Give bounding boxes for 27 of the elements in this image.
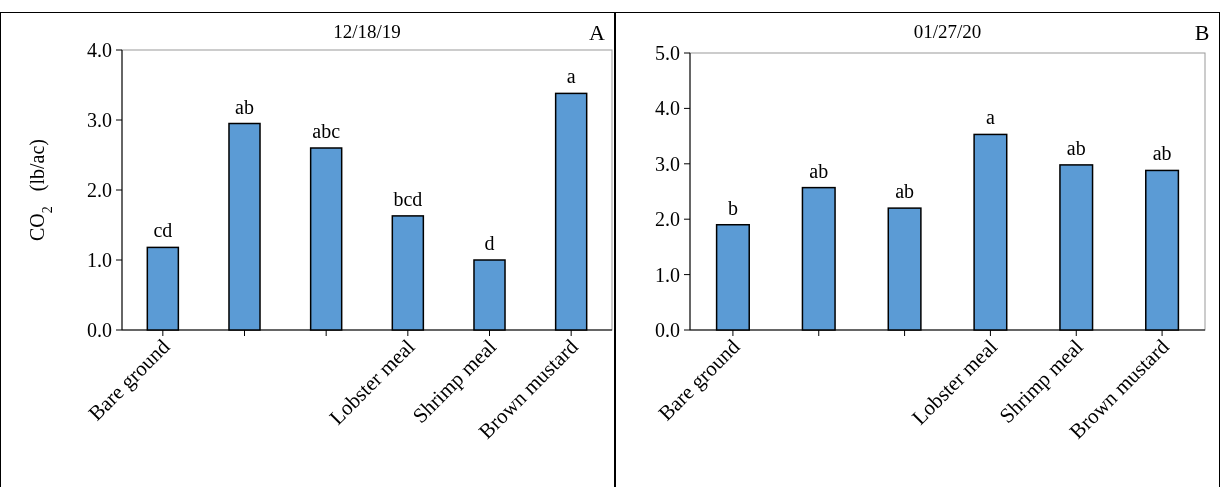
- y-tick-label: 1.0: [655, 263, 680, 286]
- data-label: abc: [312, 120, 341, 142]
- y-tick-label: 4.0: [87, 39, 112, 61]
- text: A: [589, 20, 606, 45]
- data-label: ab: [235, 95, 254, 118]
- data-label: ab: [809, 159, 829, 182]
- data-label: bcd: [393, 187, 423, 210]
- y-tick-label: 2.0: [655, 208, 680, 231]
- y-tick-label: 5.0: [655, 42, 680, 64]
- data-label: ab: [1152, 142, 1172, 165]
- y-tick-label: 1.0: [87, 249, 112, 271]
- chart-title: 01/27/20: [913, 21, 982, 42]
- data-label: ab: [1066, 136, 1086, 159]
- text: B: [1194, 20, 1210, 45]
- y-tick-label: 0.0: [655, 319, 680, 341]
- y-tick-label: 0.0: [87, 319, 112, 341]
- data-label: a: [985, 106, 995, 129]
- data-label: d: [484, 232, 495, 254]
- y-tick-label: 3.0: [87, 109, 112, 131]
- data-label: b: [727, 196, 738, 219]
- data-label: ab: [895, 180, 915, 203]
- chart-title: 12/18/19: [333, 21, 401, 42]
- data-label: cd: [153, 219, 173, 242]
- y-tick-label: 3.0: [655, 152, 680, 175]
- data-label: a: [566, 65, 576, 88]
- y-tick-label: 2.0: [87, 179, 112, 201]
- y-tick-label: 4.0: [655, 97, 680, 120]
